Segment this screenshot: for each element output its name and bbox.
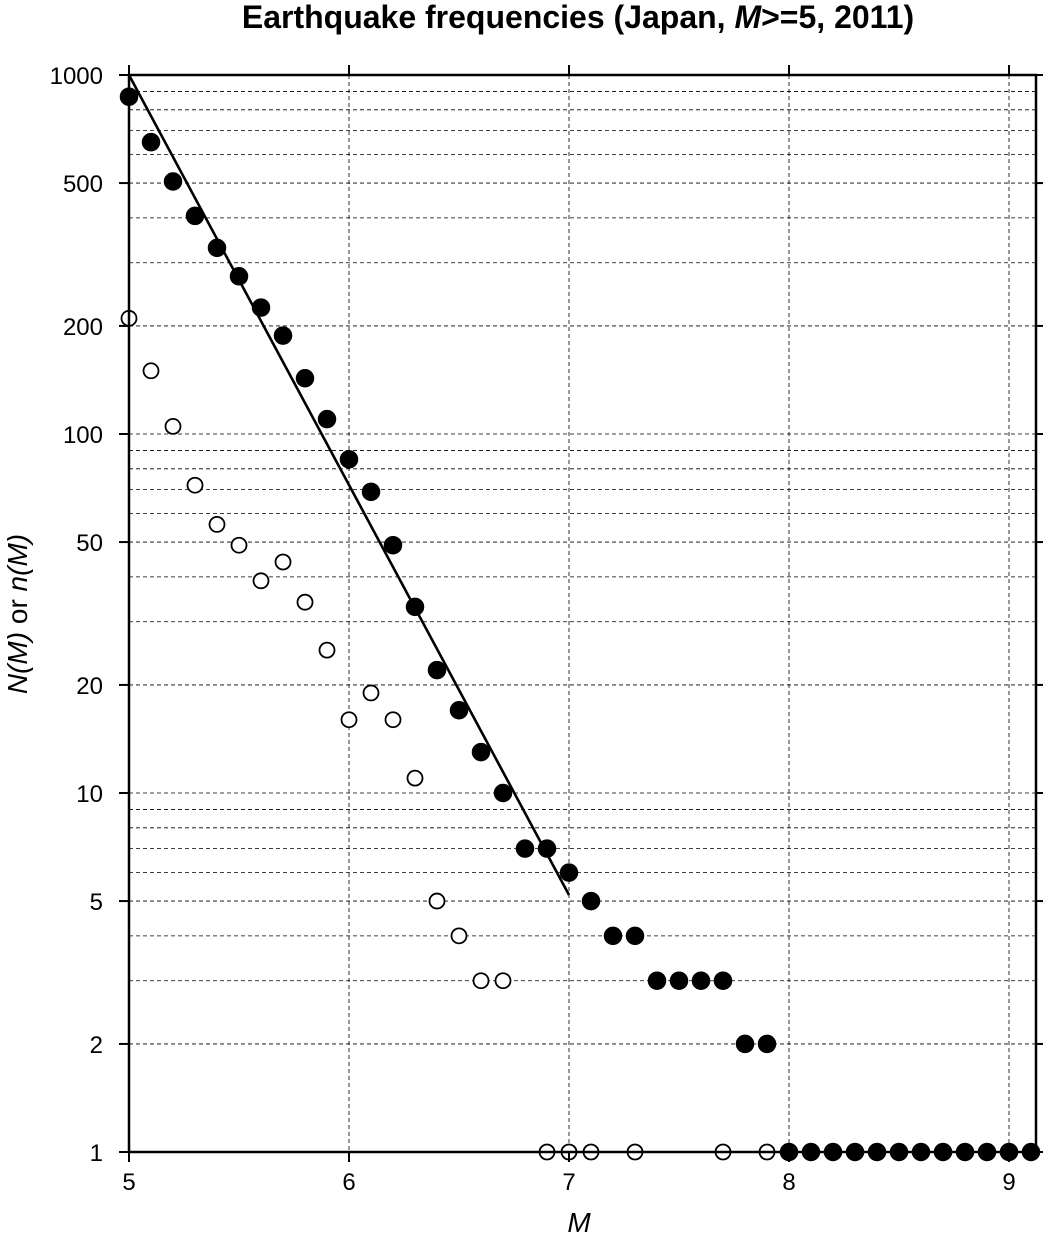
data-point-cumulative	[757, 1034, 777, 1054]
frame-layer	[127, 73, 1038, 1154]
data-point-cumulative	[515, 839, 535, 858]
y-tick-label: 20	[76, 673, 103, 700]
data-point-noncumulative	[142, 362, 160, 380]
y-axis-label: N(M) or n(M)	[2, 534, 33, 694]
data-point-noncumulative	[296, 593, 314, 611]
data-point-cumulative	[251, 298, 271, 317]
data-point-cumulative	[537, 839, 557, 858]
data-point-noncumulative	[186, 476, 204, 494]
data-point-cumulative	[405, 597, 425, 617]
data-point-noncumulative	[340, 711, 358, 729]
x-tick-label: 7	[562, 1169, 575, 1196]
data-point-cumulative	[449, 701, 469, 720]
data-point-cumulative	[141, 132, 161, 152]
y-tick-label: 200	[63, 314, 103, 341]
y-tick-label: 5	[90, 889, 103, 916]
data-point-cumulative	[471, 742, 491, 762]
data-point-noncumulative	[164, 417, 182, 435]
data-point-noncumulative	[384, 711, 402, 729]
grid-layer	[128, 75, 1036, 1153]
data-point-cumulative	[207, 238, 227, 258]
data-point-cumulative	[427, 660, 447, 680]
data-point-noncumulative	[208, 516, 226, 533]
data-point-cumulative	[273, 326, 293, 345]
y-tick-label: 1000	[50, 63, 103, 90]
data-point-noncumulative	[252, 572, 270, 590]
y-tick-label: 10	[76, 781, 103, 808]
tick-layer: 5 6 7 8 9 1 2 5 10 20 50 100 200 500 1000	[50, 63, 1043, 1196]
data-point-cumulative	[317, 409, 337, 429]
data-point-cumulative	[581, 891, 601, 911]
data-point-cumulative	[361, 482, 381, 502]
data-point-cumulative	[713, 971, 733, 990]
x-tick-label: 8	[782, 1169, 795, 1196]
x-tick-label: 6	[342, 1169, 355, 1196]
x-axis-label: M	[567, 1207, 591, 1237]
data-point-noncumulative	[230, 536, 248, 554]
data-point-cumulative	[669, 971, 689, 990]
points-layer	[119, 87, 1041, 1162]
y-tick-label: 1	[90, 1140, 103, 1167]
y-tick-label: 50	[76, 530, 103, 557]
y-tick-label: 500	[63, 171, 103, 198]
data-point-noncumulative	[472, 972, 490, 990]
chart-title: Earthquake frequencies (Japan, M>=5, 201…	[242, 0, 914, 35]
data-point-noncumulative	[494, 972, 512, 990]
data-point-cumulative	[647, 971, 667, 990]
data-point-noncumulative	[450, 927, 468, 945]
data-point-cumulative	[559, 863, 579, 882]
data-point-noncumulative	[406, 769, 424, 787]
data-point-cumulative	[229, 267, 249, 286]
data-point-cumulative	[691, 971, 711, 990]
plot-frame	[127, 73, 1038, 1154]
y-tick-label: 2	[90, 1032, 103, 1059]
x-tick-label: 5	[122, 1169, 135, 1196]
data-point-cumulative	[603, 926, 623, 946]
data-point-noncumulative	[318, 641, 336, 659]
data-point-cumulative	[735, 1034, 755, 1054]
data-point-noncumulative	[428, 892, 446, 910]
y-tick-label: 100	[63, 422, 103, 449]
data-point-noncumulative	[274, 553, 292, 571]
data-point-cumulative	[625, 926, 645, 946]
data-point-cumulative	[163, 172, 183, 191]
data-point-cumulative	[339, 450, 359, 469]
data-point-cumulative	[185, 206, 205, 226]
data-point-cumulative	[493, 783, 513, 803]
x-tick-label: 9	[1002, 1169, 1015, 1196]
data-point-noncumulative	[362, 684, 380, 702]
data-point-cumulative	[383, 535, 403, 555]
data-point-cumulative	[295, 368, 315, 388]
